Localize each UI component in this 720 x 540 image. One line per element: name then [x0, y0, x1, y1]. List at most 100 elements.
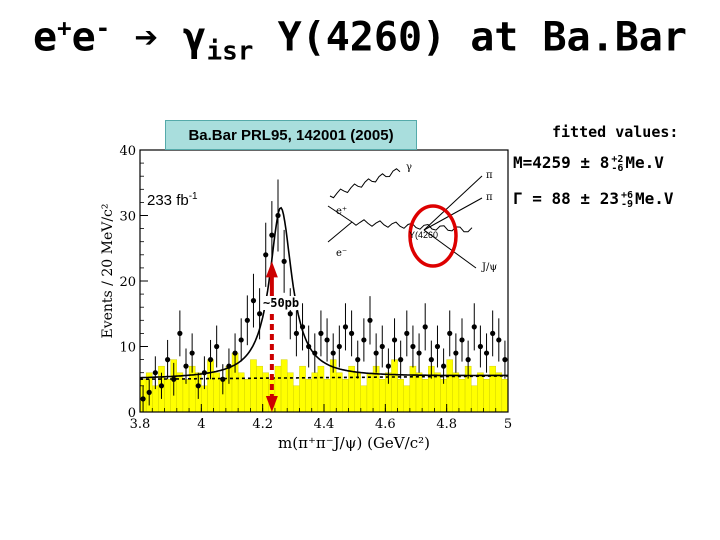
data-point [306, 325, 312, 368]
data-point [281, 229, 287, 293]
sideband-bin [280, 359, 288, 413]
pion-label: π [486, 192, 493, 203]
width-value: Γ = 88 ± 23 +6 -9 Me.V [513, 189, 674, 210]
sideband-bin [397, 379, 404, 413]
data-point [379, 325, 385, 368]
data-point [447, 310, 453, 357]
sideband-bin [348, 365, 355, 413]
data-marker [373, 350, 379, 356]
x-tick-label: 4.8 [436, 417, 457, 432]
data-marker [263, 252, 269, 258]
sideband-bin [360, 385, 368, 413]
sideband-bin [501, 379, 509, 413]
y-tick-label: 20 [119, 275, 136, 290]
data-marker [183, 363, 189, 369]
data-marker [201, 370, 207, 376]
data-marker [244, 317, 250, 323]
sideband-bin [256, 365, 263, 413]
data-point [330, 333, 336, 373]
x-tick-label: 4 [197, 417, 205, 432]
data-point [238, 318, 244, 362]
eminus-label: e⁻ [336, 248, 347, 259]
sideband-bin [409, 365, 417, 413]
y-axis-label: Events / 20 MeV/c² [100, 203, 116, 338]
data-point [373, 333, 379, 373]
y-tick-label: 0 [128, 406, 136, 421]
data-marker [214, 343, 220, 350]
data-marker [336, 343, 342, 350]
data-marker [281, 258, 287, 264]
data-point [453, 333, 459, 373]
data-marker [459, 337, 465, 343]
data-point [275, 179, 281, 252]
data-marker [318, 330, 324, 336]
x-tick-label: 4.2 [252, 417, 273, 432]
mass-value: M=4259 ± 8 +2 -6 Me.V [513, 153, 664, 174]
data-point [158, 372, 165, 399]
data-marker [434, 343, 441, 350]
data-marker [293, 330, 299, 336]
data-marker [195, 383, 201, 389]
x-tick-label: 5 [504, 417, 512, 432]
data-marker [453, 350, 459, 356]
data-marker [477, 343, 483, 350]
fit-curve [140, 206, 508, 379]
data-point [183, 348, 189, 384]
sideband-bin [458, 379, 466, 413]
data-marker [342, 324, 349, 330]
data-point [404, 310, 410, 357]
sideband-bin [415, 372, 423, 413]
y-tick-label: 10 [119, 341, 136, 356]
sideband-bin [188, 365, 196, 413]
background-line [139, 375, 508, 381]
data-marker [410, 343, 416, 350]
sideband-bin [379, 379, 386, 413]
data-marker [165, 357, 171, 363]
jpsi-line [423, 229, 477, 269]
sideband-bin [391, 359, 398, 413]
data-point [391, 318, 398, 362]
data-point [349, 310, 355, 357]
data-marker [158, 383, 165, 389]
data-marker [379, 343, 385, 350]
data-point [490, 310, 496, 357]
sideband-bin [366, 372, 374, 413]
resonance-label: Y(4260 [409, 230, 438, 240]
slide-title: e+e- ➔ γisr Y(4260) at Ba.Bar [33, 14, 687, 67]
data-marker [447, 330, 453, 336]
data-marker [287, 311, 293, 317]
data-marker [349, 330, 355, 336]
fit-header: fitted values: [552, 123, 679, 141]
sideband-bin [446, 359, 453, 413]
data-point [471, 303, 477, 351]
data-marker [207, 357, 214, 363]
data-marker [177, 330, 183, 336]
data-point [355, 340, 361, 379]
jpsi-label: J/ψ [481, 262, 497, 273]
data-marker [324, 337, 330, 343]
data-point [496, 318, 502, 362]
data-point [146, 379, 152, 406]
cross-section-label: ~50pb [262, 296, 301, 310]
data-point [342, 303, 349, 351]
data-marker [355, 357, 361, 363]
sideband-bin [471, 385, 478, 413]
data-point [502, 340, 508, 379]
sideband-bin [323, 379, 331, 413]
sideband-bin [489, 365, 496, 413]
data-marker [189, 350, 195, 356]
data-marker [146, 389, 152, 395]
data-point [195, 372, 201, 399]
data-marker [361, 337, 367, 343]
data-marker [465, 357, 471, 363]
x-tick-label: 4.6 [375, 417, 396, 432]
data-marker [238, 337, 244, 343]
data-marker [257, 311, 263, 317]
data-point [214, 325, 220, 368]
data-point [318, 310, 324, 357]
x-tick-label: 3.8 [130, 417, 151, 432]
data-point [220, 364, 226, 395]
data-point [312, 333, 318, 373]
data-point [410, 325, 416, 368]
data-marker [502, 357, 508, 363]
